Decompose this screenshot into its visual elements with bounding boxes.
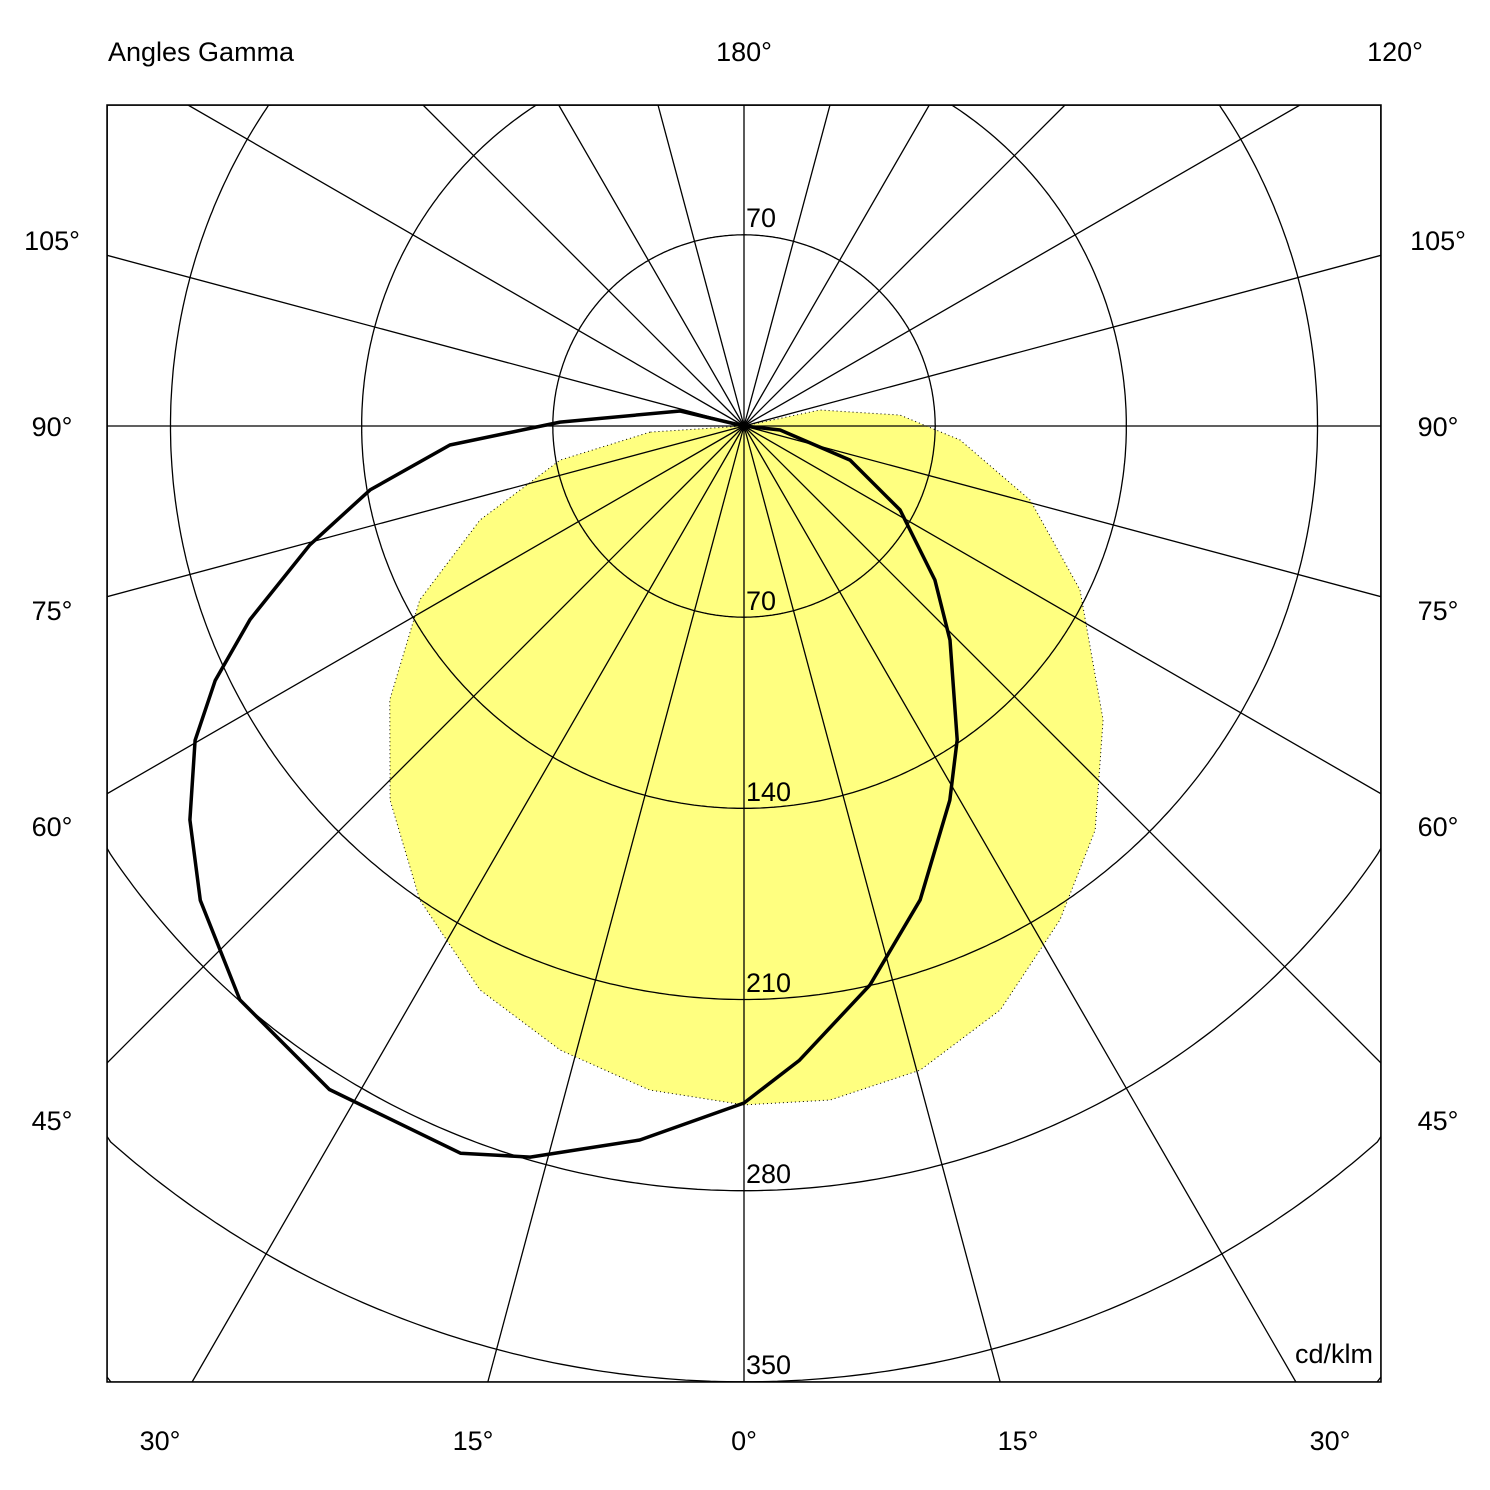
angle-label-top-120: 120° [1367, 37, 1423, 67]
angle-label-bottom-15-right: 15° [998, 1426, 1039, 1456]
grid-ray [743, 254, 1381, 427]
angle-label-top-180: 180° [716, 37, 772, 67]
radial-label-280: 280 [746, 1159, 791, 1189]
grid-ray [743, 425, 1381, 598]
angle-label-left-60: 60° [32, 812, 73, 842]
grid-ray [107, 254, 745, 427]
angle-label-bottom-15-left: 15° [453, 1426, 494, 1456]
angle-label-right-75: 75° [1418, 596, 1459, 626]
angle-label-left-90: 90° [32, 412, 73, 442]
intensity-curve-solid [188, 409, 959, 1159]
grid-ray [743, 425, 1381, 795]
angle-label-right-60: 60° [1418, 812, 1459, 842]
radial-label-70: 70 [746, 586, 776, 616]
radial-label-140: 140 [746, 777, 791, 807]
grid-ray [191, 425, 745, 1382]
angle-label-left-75: 75° [32, 596, 73, 626]
grid-ray [107, 425, 745, 598]
unit-label: cd/klm [1295, 1339, 1373, 1369]
grid-ray [743, 105, 930, 427]
radial-label-70-top: 70 [746, 203, 776, 233]
angle-label-left-45: 45° [32, 1106, 73, 1136]
grid-ray [107, 425, 745, 795]
grid-ray [107, 425, 745, 1064]
grid-ray [422, 105, 745, 427]
angle-label-bottom-30-right: 30° [1310, 1426, 1351, 1456]
angle-label-bottom-30-left: 30° [140, 1426, 181, 1456]
angle-label-right-45: 45° [1418, 1106, 1459, 1136]
intensity-curve-filled [389, 409, 1104, 1106]
angle-label-right-105: 105° [1410, 226, 1466, 256]
angle-label-bottom-0: 0° [731, 1426, 757, 1456]
radial-label-210: 210 [746, 968, 791, 998]
grid-ray [743, 105, 1301, 427]
radial-label-350: 350 [746, 1350, 791, 1380]
grid-ray [743, 105, 831, 427]
grid-ray [743, 425, 1381, 1064]
angle-label-right-90: 90° [1418, 412, 1459, 442]
grid-ray [657, 105, 745, 427]
grid-ray [487, 425, 745, 1382]
grid-ray [743, 425, 1001, 1382]
chart-title: Angles Gamma [108, 37, 295, 67]
angle-label-left-105: 105° [24, 226, 80, 256]
grid-ray [743, 425, 1297, 1382]
plot-frame [106, 104, 1382, 1383]
grid-ray [558, 105, 745, 427]
grid-ray [743, 105, 1066, 427]
grid-ray [187, 105, 745, 427]
